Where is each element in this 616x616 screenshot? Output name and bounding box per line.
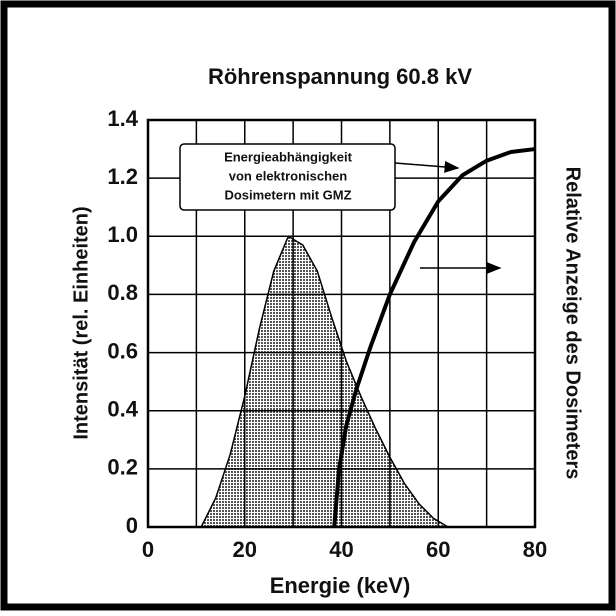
y-axis-label: Intensität (rel. Einheiten)	[70, 206, 92, 439]
annotation-text: Energieabhängigkeit	[224, 149, 353, 164]
x-axis-label: Energie (keV)	[270, 573, 411, 598]
y-tick-label: 0	[126, 513, 138, 538]
x-tick-label: 40	[329, 537, 353, 562]
y-tick-label: 1.0	[107, 222, 138, 247]
annotation-box	[179, 143, 396, 211]
annotation-text: von elektronischen	[229, 168, 348, 183]
y-tick-label: 0.6	[107, 338, 138, 363]
x-tick-label: 0	[142, 537, 154, 562]
x-tick-label: 20	[233, 537, 257, 562]
area	[199, 235, 451, 528]
arrow	[394, 160, 460, 173]
y2-axis-label: Relative Anzeige des Dosimeters	[562, 167, 584, 480]
chart-title: Röhrenspannung 60.8 kV	[208, 64, 472, 89]
y-tick-label: 1.2	[107, 164, 138, 189]
y-tick-label: 0.2	[107, 455, 138, 480]
x-tick-label: 80	[523, 537, 547, 562]
y-tick-label: 0.8	[107, 280, 138, 305]
y-tick-label: 1.4	[107, 106, 138, 131]
annotation-text: Dosimetern mit GMZ	[224, 187, 351, 202]
x-tick-label: 60	[426, 537, 450, 562]
y-tick-label: 0.4	[107, 397, 138, 422]
line	[332, 147, 536, 528]
plot-area	[146, 118, 537, 529]
plot-border	[146, 118, 537, 529]
